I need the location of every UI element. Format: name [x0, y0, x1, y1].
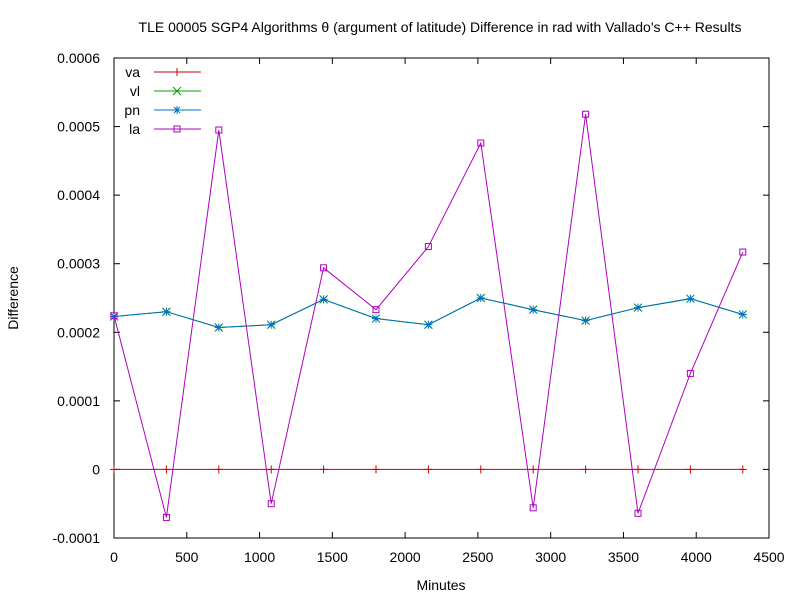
data-point-la: [372, 306, 380, 314]
x-tick-label: 2500: [462, 549, 493, 565]
data-point-va: [686, 465, 695, 474]
legend-marker: [173, 106, 181, 114]
legend-label: la: [129, 121, 140, 137]
data-point-la: [215, 126, 223, 134]
data-point-la: [320, 264, 328, 272]
series-layer: [109, 110, 748, 521]
data-point-pn: [319, 295, 328, 304]
data-point-pn: [162, 307, 171, 316]
data-point-la: [739, 248, 747, 256]
y-tick-label: 0.0005: [57, 119, 100, 135]
data-point-pn: [372, 314, 380, 323]
chart-title: TLE 00005 SGP4 Algorithms θ (argument of…: [139, 19, 742, 35]
y-axis-label: Difference: [5, 266, 21, 330]
data-point-pn: [267, 320, 276, 329]
data-point-la: [477, 139, 485, 147]
data-point-la: [110, 312, 118, 320]
x-tick-label: 1500: [317, 549, 348, 565]
x-tick-label: 2000: [390, 549, 421, 565]
legend-item-pn: pn: [124, 102, 201, 118]
x-tick-label: 3500: [608, 549, 639, 565]
legend-item-vl: vl: [130, 83, 201, 99]
data-point-pn: [686, 294, 695, 303]
data-point-la: [267, 500, 275, 508]
legend-item-la: la: [129, 121, 201, 137]
legend-item-va: va: [125, 64, 201, 80]
y-tick-label: 0.0006: [57, 50, 100, 66]
y-tick-label: 0.0003: [57, 256, 100, 272]
data-point-la: [582, 110, 590, 118]
axis-ticks: [113, 57, 770, 539]
data-point-va: [529, 465, 538, 474]
x-tick-label: 3000: [535, 549, 566, 565]
series-la: [110, 110, 747, 521]
y-tick-label: -0.0001: [53, 530, 101, 546]
legend-label: pn: [124, 102, 140, 118]
data-point-la: [162, 513, 170, 521]
y-tick-label: 0: [92, 461, 100, 477]
data-point-la: [529, 504, 537, 512]
legend-label: va: [125, 64, 140, 80]
data-point-va: [738, 465, 747, 474]
data-point-va: [319, 465, 328, 474]
legend-label: vl: [130, 83, 140, 99]
data-point-pn: [581, 316, 590, 325]
data-point-la: [424, 243, 432, 251]
legend-marker: [173, 125, 181, 133]
data-point-pn: [476, 294, 485, 302]
axis-tick-labels: 0 500 1000 1500 2000 2500 3000 3500 4000 4500 -0.0…: [53, 50, 785, 565]
y-tick-label: 0.0004: [57, 187, 100, 203]
data-point-va: [372, 465, 380, 474]
y-tick-label: 0.0001: [57, 393, 100, 409]
series-va: [110, 465, 747, 474]
series-pn: [110, 294, 747, 332]
data-point-pn: [214, 323, 223, 332]
data-point-va: [162, 465, 171, 474]
x-axis-label: Minutes: [416, 577, 465, 593]
data-point-va: [110, 465, 118, 474]
data-point-va: [267, 465, 276, 474]
data-point-va: [476, 465, 485, 474]
data-point-va: [581, 465, 590, 474]
data-point-va: [634, 465, 642, 474]
data-point-pn: [529, 305, 538, 314]
x-tick-label: 0: [110, 549, 118, 565]
series-line-la: [113, 114, 744, 518]
data-point-va: [214, 465, 223, 474]
data-point-pn: [424, 320, 433, 329]
plot-frame: [113, 57, 770, 539]
legend-marker: [172, 86, 182, 96]
data-point-la: [634, 509, 642, 517]
data-point-pn: [738, 310, 747, 319]
data-point-la: [686, 369, 694, 377]
legend-marker: [173, 68, 181, 76]
data-point-va: [424, 465, 433, 474]
x-tick-label: 4500: [753, 549, 784, 565]
legend: va vl pn la: [124, 64, 201, 137]
x-tick-label: 4000: [681, 549, 712, 565]
y-tick-label: 0.0002: [57, 324, 100, 340]
data-point-pn: [634, 303, 642, 312]
x-tick-label: 500: [175, 549, 199, 565]
x-tick-label: 1000: [244, 549, 275, 565]
